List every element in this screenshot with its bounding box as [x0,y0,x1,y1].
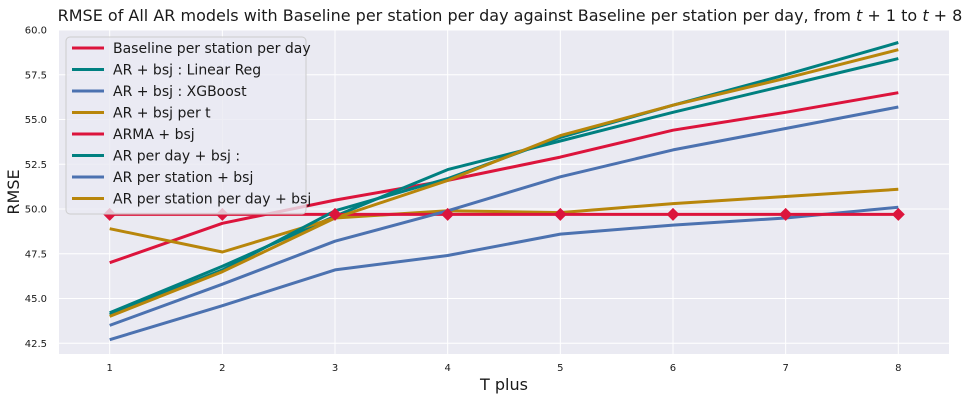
y-tick-label: 42.5 [25,339,47,350]
data-point-marker [553,207,567,221]
data-point-marker [666,207,680,221]
x-tick-label: 1 [107,363,113,374]
series-line-ar-bsj-per-t [109,187,899,254]
x-axis-label: T plus [479,375,528,394]
x-tick-label: 3 [332,363,338,374]
series-line-ar-per-station-bsj [109,105,899,327]
legend-entry: AR + bsj per t [113,106,211,122]
y-tick-label: 47.5 [25,249,47,260]
y-axis-label: RMSE [4,169,23,214]
series-line-baseline-per-station-per-day [109,91,899,265]
data-point-marker [779,207,793,221]
legend-entry: AR + bsj : XGBoost [113,84,247,100]
series-line-ar-bsj-xgboost [109,205,899,342]
x-tick-label: 7 [782,363,788,374]
y-tick-label: 60.0 [25,26,47,37]
chart-title: RMSE of All AR models with Baseline per … [58,6,963,25]
data-point-marker [328,207,342,221]
y-tick-label: 45.0 [25,294,47,305]
legend-box [65,36,307,215]
legend-entry: AR per day + bsj : [113,149,240,165]
x-tick-label: 5 [557,363,563,374]
y-tick-label: 55.0 [25,115,47,126]
x-tick-label: 2 [219,363,225,374]
y-tick-label: 52.5 [25,160,47,171]
y-tick-labels: 42.5 45.0 47.5 50.0 52.5 55.0 57.5 60.0 [25,26,47,350]
legend-entry: Baseline per station per day [113,41,311,57]
data-point-marker [891,207,905,221]
x-tick-labels: 1 2 3 4 5 6 7 8 [107,363,902,374]
legend-entry: ARMA + bsj [113,127,195,143]
x-tick-label: 6 [670,363,676,374]
legend-entry: AR per station + bsj [113,170,253,186]
legend: Baseline per station per day AR + bsj : L… [65,36,311,215]
y-tick-label: 57.5 [25,70,47,81]
legend-entry: AR per station per day + bsj [113,192,311,208]
data-point-marker [441,207,455,221]
y-tick-label: 50.0 [25,205,47,216]
legend-entry: AR + bsj : Linear Reg [113,63,261,79]
x-tick-label: 8 [895,363,901,374]
x-tick-label: 4 [444,363,450,374]
series-line-ar-bsj-linear-reg [109,57,899,315]
series-line-ar-per-station-per-day-bsj [109,48,899,318]
